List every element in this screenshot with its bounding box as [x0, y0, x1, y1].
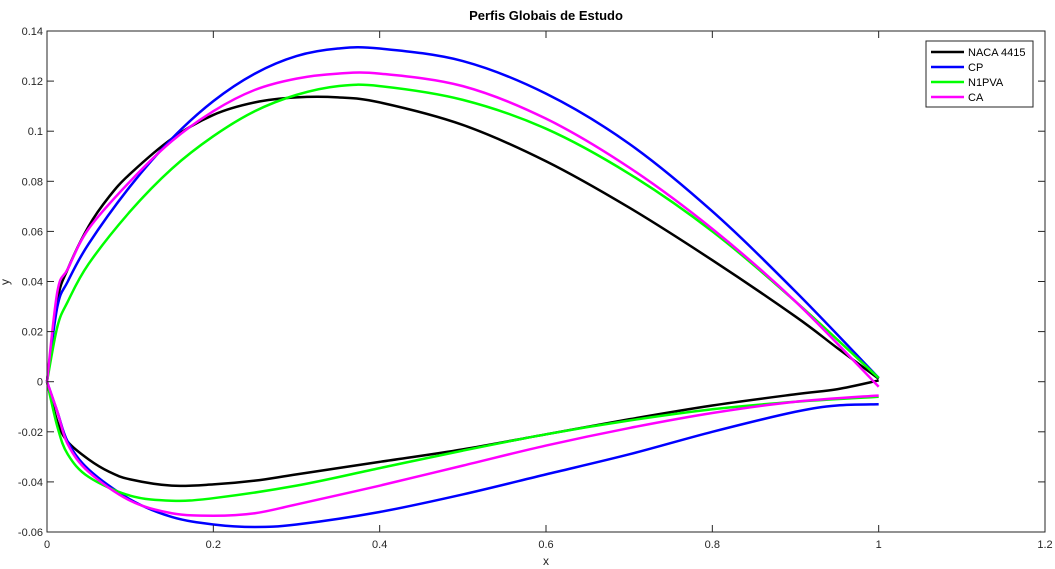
- legend-label-n1pva: N1PVA: [968, 77, 1004, 89]
- series-n1pva-upper-line: [45, 83, 880, 382]
- y-tick-label: -0.04: [18, 477, 43, 489]
- series-naca-4415-lower-line: [45, 379, 879, 488]
- legend-label-cp: CP: [968, 62, 983, 74]
- series-n1pva-lower-line: [45, 381, 879, 503]
- y-tick-label: 0.12: [22, 76, 43, 88]
- legend-label-naca-4415: NACA 4415: [968, 47, 1025, 59]
- y-axis-label: y: [0, 279, 12, 285]
- plot-area: [47, 31, 1045, 532]
- y-tick-label: 0.04: [22, 277, 43, 289]
- y-tick-label: -0.02: [18, 427, 43, 439]
- x-tick-label: 0.8: [705, 539, 720, 551]
- x-tick-label: 0.6: [538, 539, 553, 551]
- y-tick-label: 0.08: [22, 176, 43, 188]
- x-tick-label: 0.2: [206, 539, 221, 551]
- y-tick-label: -0.06: [18, 527, 43, 539]
- series-cp-upper-line: [45, 46, 880, 382]
- axes-group: 0 0.2 0.4 0.6 0.8 1 1.2 -0.06 -0.04 -0.02 0 0.02 0.0…: [18, 26, 1053, 551]
- series-naca-4415-upper-line: [45, 95, 880, 382]
- y-tick-label: 0.1: [28, 126, 43, 138]
- series-ca-lower-line: [45, 381, 879, 517]
- y-tick-label: 0.14: [22, 26, 43, 38]
- legend-label-ca: CA: [968, 92, 984, 104]
- series-ca-upper-line: [45, 71, 880, 388]
- y-tick-label: 0.02: [22, 327, 43, 339]
- y-tick-label: 0: [37, 377, 43, 389]
- x-axis-label: x: [543, 554, 549, 568]
- x-tick-label: 1: [876, 539, 882, 551]
- x-tick-label: 1.2: [1037, 539, 1052, 551]
- y-tick-label: 0.06: [22, 226, 43, 238]
- x-tick-label: 0: [44, 539, 50, 551]
- x-tick-label: 0.4: [372, 539, 387, 551]
- chart-title: Perfis Globais de Estudo: [469, 8, 623, 23]
- curves-group: [45, 46, 880, 529]
- series-cp-lower-line: [45, 381, 879, 529]
- legend: NACA 4415 CP N1PVA CA: [925, 40, 1034, 108]
